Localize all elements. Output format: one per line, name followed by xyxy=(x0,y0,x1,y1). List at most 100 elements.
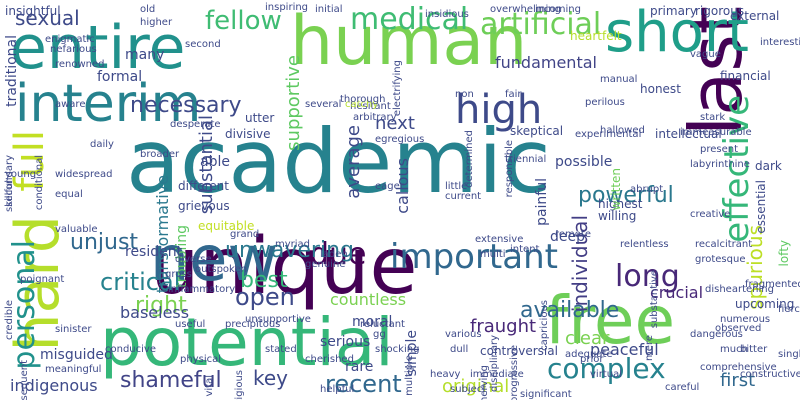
word-shameful: shameful xyxy=(120,368,222,393)
word-sinister: sinister xyxy=(55,324,92,335)
word-myriad: myriad xyxy=(275,239,311,250)
word-stated: stated xyxy=(265,344,297,355)
word-labyrinthine: labyrinthine xyxy=(690,159,750,170)
word-triennial: triennial xyxy=(505,154,547,165)
word-written: written xyxy=(609,168,623,211)
word-vague: vague xyxy=(690,49,721,60)
word-interim: interim xyxy=(15,74,202,134)
word-prestigious: prestigious xyxy=(234,370,245,400)
word-fierce: fierce xyxy=(778,304,800,315)
word-useful: useful xyxy=(175,319,206,330)
word-dark: dark xyxy=(755,159,782,173)
word-thorough: thorough xyxy=(340,94,386,105)
word-rigorous: rigorous xyxy=(695,4,745,18)
word-helpful: helpful xyxy=(320,384,355,395)
word-intellectual: intellectual xyxy=(655,127,722,141)
word-potential: potential xyxy=(100,304,394,381)
word-several: several xyxy=(305,99,342,110)
word-highest: highest xyxy=(598,197,643,211)
word-divisive: divisive xyxy=(225,127,271,141)
word-baseless: baseless xyxy=(120,303,190,322)
word-subject: subject xyxy=(450,384,487,395)
word-valuable: valuable xyxy=(55,224,98,235)
word-constructive: constructive xyxy=(740,369,800,380)
word-unique: unique xyxy=(150,222,418,312)
word-fragmented: fragmented xyxy=(745,279,800,290)
word-stark: stark xyxy=(700,112,726,123)
word-manual: manual xyxy=(600,74,638,85)
word-credible: credible xyxy=(4,300,15,340)
word-diverse: diverse xyxy=(175,254,212,265)
word-creative: creative xyxy=(690,209,731,220)
word-misguided: misguided xyxy=(40,347,113,363)
word-electrifying: electrifying xyxy=(392,60,403,117)
word-moral: moral xyxy=(352,314,393,330)
word-nefarious: nefarious xyxy=(50,44,97,55)
word-shocking: shocking xyxy=(375,344,420,355)
word-artificial: artificial xyxy=(480,7,602,42)
word-bitter: bitter xyxy=(740,344,768,355)
word-aware: aware xyxy=(55,99,86,110)
word-laden: laden xyxy=(320,249,348,260)
word-available: available xyxy=(520,298,620,323)
word-eager: eager xyxy=(375,181,404,192)
word-enigmatic: enigmatic xyxy=(45,34,95,45)
word-unwavering: unwavering xyxy=(225,238,354,263)
word-immeasurable: immeasurable xyxy=(680,127,752,138)
word-disheartening: disheartening xyxy=(705,284,774,295)
word-perilous: perilous xyxy=(585,97,625,108)
word-precipitous: precipitous xyxy=(225,319,281,330)
word-sexual: sexual xyxy=(15,6,80,30)
word-utter: utter xyxy=(245,111,275,125)
word-cherished: cherished xyxy=(305,354,354,365)
word-rare: rare xyxy=(345,359,374,375)
word-key: key xyxy=(253,366,289,390)
word-widespread: widespread xyxy=(55,169,113,180)
word-clear: clear xyxy=(565,328,610,349)
word-next: next xyxy=(375,113,415,134)
word-multi: multi xyxy=(480,249,506,260)
word-many: many xyxy=(125,47,165,63)
word-overwhelming: overwhelming xyxy=(490,4,561,15)
word-essential: essential xyxy=(754,180,768,234)
word-heavy: heavy xyxy=(430,369,461,380)
word-remote: remote xyxy=(555,229,591,240)
word-renowned: renowned xyxy=(55,59,105,70)
word-higher: higher xyxy=(140,17,173,28)
word-experimental: experimental xyxy=(575,129,642,140)
word-supportive: supportive xyxy=(283,55,304,151)
word-conditional: conditional xyxy=(34,155,45,211)
word-complex: complex xyxy=(547,352,666,385)
word-observed: observed xyxy=(715,323,762,334)
word-arbitrary: arbitrary xyxy=(353,112,397,123)
word-meaningful: meaningful xyxy=(45,364,102,375)
word-crucial: crucial xyxy=(650,283,704,302)
word-resident: resident xyxy=(125,244,183,260)
word-lofty: lofty xyxy=(777,240,791,267)
word-new: new xyxy=(150,222,279,295)
word-conducive: conducive xyxy=(105,344,156,355)
word-substantive: substantive xyxy=(649,270,660,329)
word-subsequent: subsequent xyxy=(19,360,30,400)
word-much: much xyxy=(720,344,748,355)
word-critical: critical xyxy=(100,268,181,296)
word-single: single xyxy=(778,349,800,360)
word-young: young xyxy=(5,169,37,180)
word-free: free xyxy=(545,282,676,359)
word-formal: formal xyxy=(97,69,143,85)
word-extensive: extensive xyxy=(475,234,524,245)
word-gg: gg xyxy=(373,329,386,340)
word-primary: primary xyxy=(650,4,697,18)
word-unjust: unjust xyxy=(70,230,139,255)
word-fundamental: fundamental xyxy=(495,53,597,72)
word-necessary: necessary xyxy=(130,93,242,118)
word-recalcitrant: recalcitrant xyxy=(695,239,753,250)
word-second: second xyxy=(185,39,221,50)
word-disciplinary: disciplinary xyxy=(489,335,500,393)
word-prior: prior xyxy=(580,354,604,365)
word-possible: possible xyxy=(555,154,613,170)
word-present: present xyxy=(700,144,739,155)
word-high: high xyxy=(455,87,543,133)
word-financial: financial xyxy=(720,69,771,83)
word-intent: intent xyxy=(510,244,540,255)
